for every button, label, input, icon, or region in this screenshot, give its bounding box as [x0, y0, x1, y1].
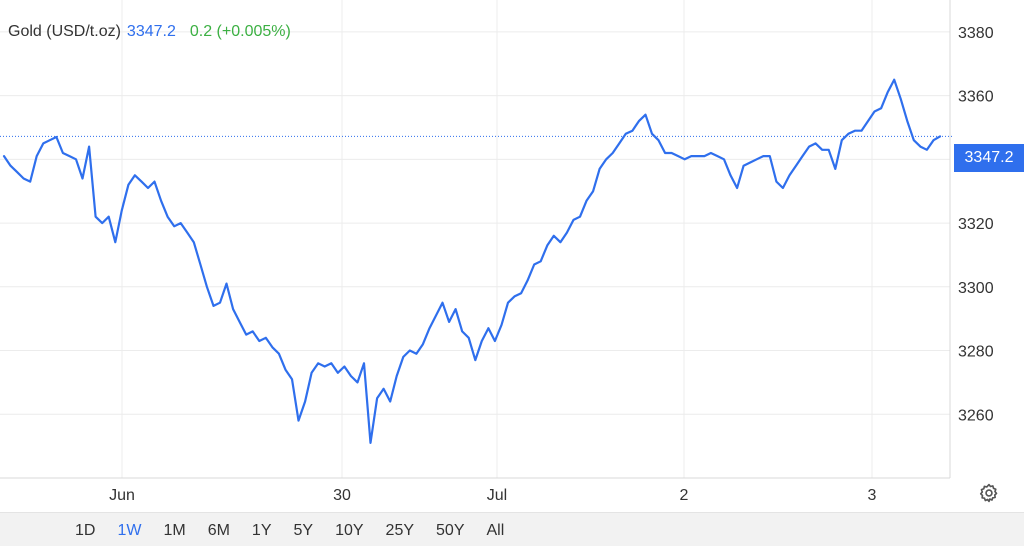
- y-tick-labels: 3260328033003320334033603380: [958, 25, 994, 424]
- y-tick-label: 3320: [958, 216, 994, 233]
- range-50y-button[interactable]: 50Y: [425, 513, 475, 547]
- range-10y-button[interactable]: 10Y: [324, 513, 374, 547]
- range-5y-button[interactable]: 5Y: [283, 513, 325, 547]
- range-1y-button[interactable]: 1Y: [241, 513, 283, 547]
- x-tick-label: 30: [333, 487, 351, 504]
- chart-header: Gold (USD/t.oz) 3347.2 0.2 (+0.005%): [8, 22, 291, 42]
- range-1d-button[interactable]: 1D: [64, 513, 106, 547]
- x-tick-label: Jun: [109, 487, 135, 504]
- y-tick-label: 3280: [958, 344, 994, 361]
- x-tick-label: Jul: [487, 487, 507, 504]
- range-buttons: 1D 1W 1M 6M 1Y 5Y 10Y 25Y 50Y All: [64, 513, 515, 547]
- vertical-gridlines: [121, 0, 873, 478]
- horizontal-gridlines: [0, 31, 950, 415]
- symbol-label: Gold (USD/t.oz): [8, 23, 121, 40]
- x-tick-label: 3: [868, 487, 877, 504]
- y-tick-label: 3360: [958, 89, 994, 106]
- series-gold-price-line: [2, 78, 942, 444]
- x-tick-label: 2: [680, 487, 689, 504]
- range-all-button[interactable]: All: [475, 513, 515, 547]
- current-price: 3347.2: [126, 23, 176, 40]
- y-tick-label: 3260: [958, 407, 994, 424]
- y-tick-label: 3300: [958, 280, 994, 297]
- range-25y-button[interactable]: 25Y: [375, 513, 425, 547]
- gear-icon[interactable]: [978, 482, 1000, 504]
- x-tick-labels: Jun 30 Jul 2 3: [109, 487, 876, 504]
- current-price-tag: 3347.2: [954, 144, 1024, 172]
- range-1w-button[interactable]: 1W: [106, 513, 152, 547]
- price-change: 0.2 (+0.005%): [189, 23, 291, 40]
- y-tick-label: 3380: [958, 25, 994, 42]
- range-1m-button[interactable]: 1M: [152, 513, 196, 547]
- range-6m-button[interactable]: 6M: [197, 513, 241, 547]
- range-selector-bar: 1D 1W 1M 6M 1Y 5Y 10Y 25Y 50Y All: [0, 512, 1024, 546]
